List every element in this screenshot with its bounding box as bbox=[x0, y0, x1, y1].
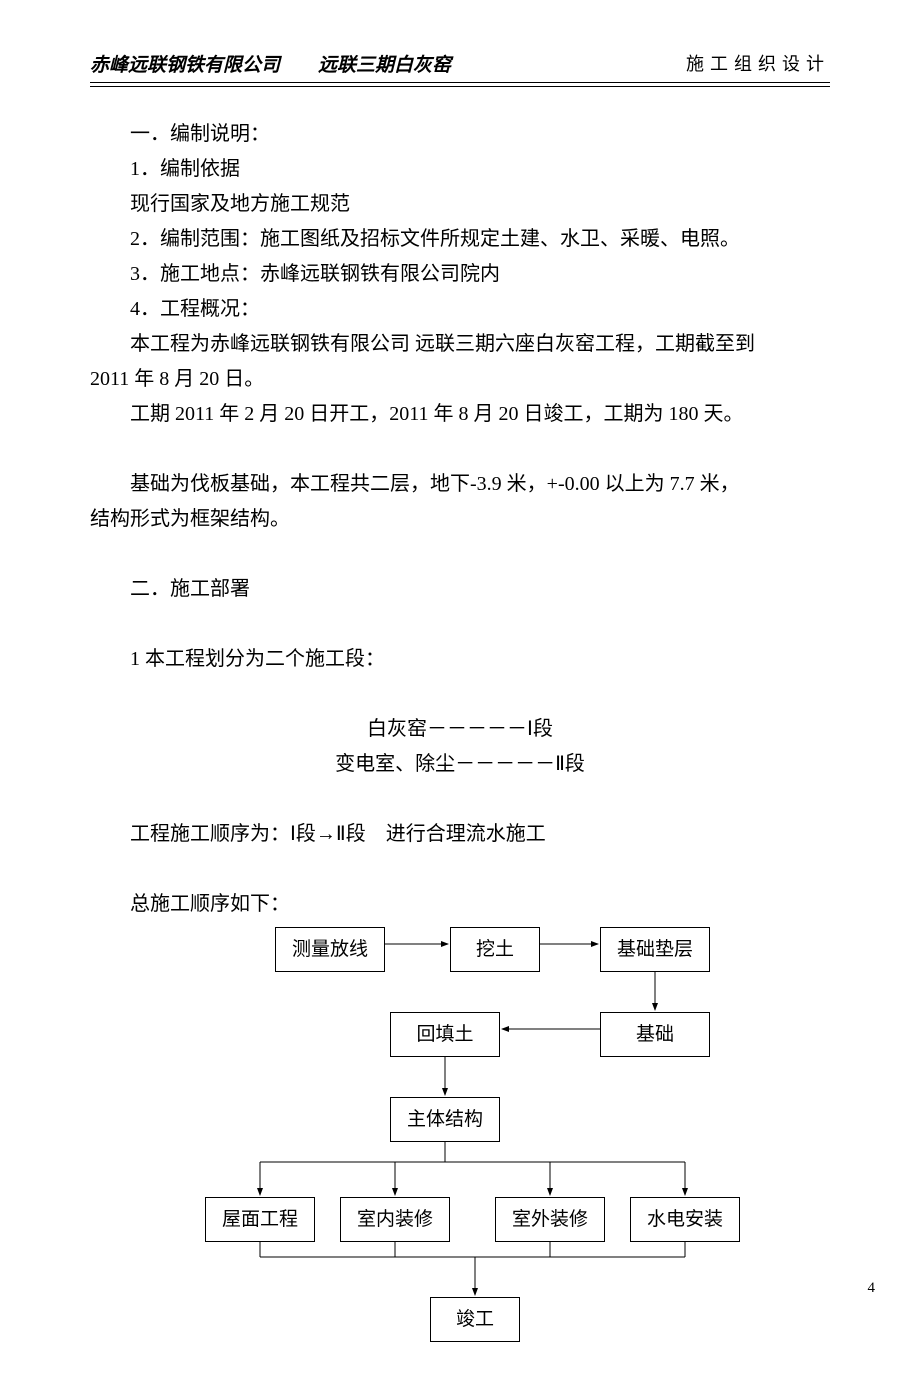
flow-node-backfill: 回填土 bbox=[390, 1012, 500, 1057]
section1-item3: 3．施工地点：赤峰远联钢铁有限公司院内 bbox=[90, 257, 830, 292]
header-right: 施工组织设计 bbox=[686, 50, 830, 77]
blank-line bbox=[90, 782, 830, 817]
section2-title: 二．施工部署 bbox=[90, 572, 830, 607]
section1-item4-p2: 工期 2011 年 2 月 20 日开工，2011 年 8 月 20 日竣工，工… bbox=[90, 397, 830, 432]
section1-item4-p1-l2: 2011 年 8 月 20 日。 bbox=[90, 362, 830, 397]
page-number: 4 bbox=[868, 1280, 876, 1297]
header-left: 赤峰远联钢铁有限公司 远联三期白灰窑 bbox=[90, 50, 451, 77]
segment2-label: 变电室、除尘－－－－－Ⅱ段 bbox=[90, 747, 830, 782]
flowchart-container: 测量放线 挖土 基础垫层 回填土 基础 主体结构 屋面工程 室内装修 室外装修 … bbox=[150, 927, 790, 1347]
section1-title: 一．编制说明： bbox=[90, 117, 830, 152]
section1-item4: 4．工程概况： bbox=[90, 292, 830, 327]
blank-line bbox=[90, 677, 830, 712]
flow-node-complete: 竣工 bbox=[430, 1297, 520, 1342]
section1-item4-p3-l2: 结构形式为框架结构。 bbox=[90, 502, 830, 537]
flowchart-label: 总施工顺序如下： bbox=[90, 887, 830, 922]
flow-node-foundation-bed: 基础垫层 bbox=[600, 927, 710, 972]
segment1-label: 白灰窑－－－－－Ⅰ段 bbox=[90, 712, 830, 747]
section1-item1: 1．编制依据 bbox=[90, 152, 830, 187]
document-body: 一．编制说明： 1．编制依据 现行国家及地方施工规范 2．编制范围：施工图纸及招… bbox=[90, 117, 830, 1347]
blank-line bbox=[90, 852, 830, 887]
blank-line bbox=[90, 607, 830, 642]
flow-node-exterior: 室外装修 bbox=[495, 1197, 605, 1242]
section1-item1-text: 现行国家及地方施工规范 bbox=[90, 187, 830, 222]
construction-order: 工程施工顺序为：Ⅰ段→Ⅱ段 进行合理流水施工 bbox=[90, 817, 830, 852]
section2-item1: 1 本工程划分为二个施工段： bbox=[90, 642, 830, 677]
flow-node-interior: 室内装修 bbox=[340, 1197, 450, 1242]
section1-item4-p1-l1: 本工程为赤峰远联钢铁有限公司 远联三期六座白灰窑工程，工期截至到 bbox=[90, 327, 830, 362]
flow-node-roof: 屋面工程 bbox=[205, 1197, 315, 1242]
flow-node-excavate: 挖土 bbox=[450, 927, 540, 972]
blank-line bbox=[90, 432, 830, 467]
flow-node-mep: 水电安装 bbox=[630, 1197, 740, 1242]
flow-node-main-structure: 主体结构 bbox=[390, 1097, 500, 1142]
section1-item4-p3-l1: 基础为伐板基础，本工程共二层，地下-3.9 米，+-0.00 以上为 7.7 米… bbox=[90, 467, 830, 502]
header-double-underline bbox=[90, 86, 830, 87]
flow-node-survey: 测量放线 bbox=[275, 927, 385, 972]
section1-item2: 2．编制范围：施工图纸及招标文件所规定土建、水卫、采暖、电照。 bbox=[90, 222, 830, 257]
blank-line bbox=[90, 537, 830, 572]
flow-node-foundation: 基础 bbox=[600, 1012, 710, 1057]
